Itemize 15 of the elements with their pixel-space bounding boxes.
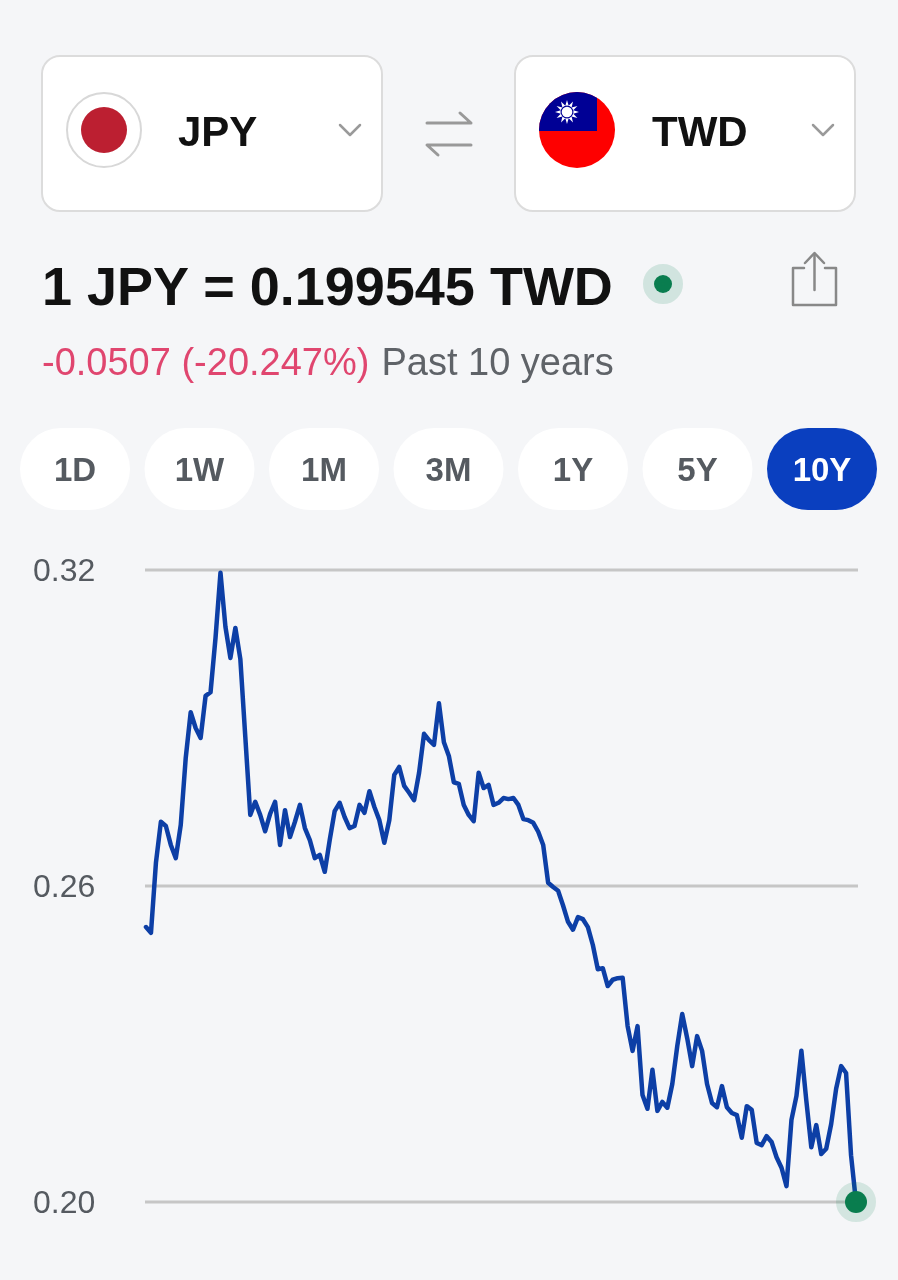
y-tick-label: 0.20 [33,1184,96,1220]
text: 1M [301,451,347,488]
text: Past 10 years [381,341,614,383]
text: 1Y [552,451,594,488]
text: JPY [178,108,258,155]
text: 1D [53,451,97,488]
chart-title: 1 JPY = 0.199545 TWD [42,256,613,316]
y-tick-label: 0.26 [33,868,96,904]
chart-subtitle: -0.0507 (-20.247%) [42,341,370,383]
text: 3M [425,451,472,488]
text: TWD [652,108,748,155]
text: 10Y [792,451,852,488]
y-tick-label: 0.32 [33,552,96,588]
text: 1W [174,451,226,488]
text: 5Y [677,451,718,488]
